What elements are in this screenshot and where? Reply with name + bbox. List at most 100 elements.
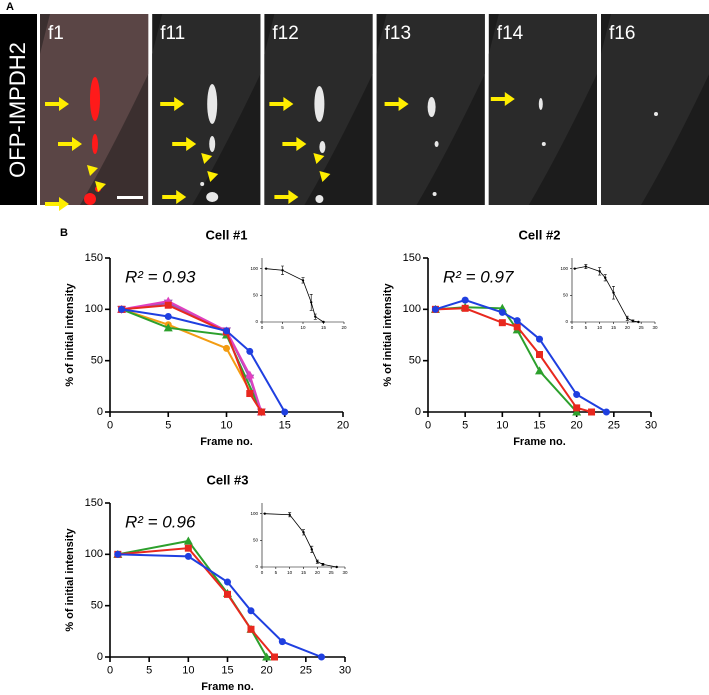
marker xyxy=(246,347,254,355)
y-tick-label: 100 xyxy=(250,511,258,516)
marker xyxy=(535,366,544,375)
frame-label: f11 xyxy=(160,23,185,44)
y-tick-label: 0 xyxy=(565,319,568,324)
inset-point xyxy=(335,565,338,569)
y-axis-label: % of initial intensity xyxy=(64,527,76,631)
signal xyxy=(200,182,205,186)
signal xyxy=(92,134,98,154)
inset-point xyxy=(573,267,576,270)
cell-outline xyxy=(601,14,709,205)
marker xyxy=(573,391,581,399)
frame-label: f12 xyxy=(272,23,298,44)
marker xyxy=(246,390,254,398)
chart-title: Cell #3 xyxy=(207,472,249,487)
marker xyxy=(318,653,325,661)
signal xyxy=(90,77,100,121)
arrowhead xyxy=(207,171,219,182)
marker xyxy=(262,652,272,661)
marker xyxy=(573,404,581,412)
x-tick-label: 20 xyxy=(341,325,347,330)
marker xyxy=(163,323,173,332)
y-tick-label: 100 xyxy=(85,548,103,560)
marker xyxy=(223,327,230,335)
arrow xyxy=(58,137,82,151)
x-tick-label: 5 xyxy=(275,570,278,575)
x-tick-label: 0 xyxy=(261,325,264,330)
series-line xyxy=(117,547,276,658)
x-tick-label: 10 xyxy=(287,570,293,575)
marker xyxy=(588,408,596,416)
x-tick-label: 20 xyxy=(337,420,349,432)
annotation: R² = 0.96 xyxy=(125,512,196,531)
x-tick-label: 15 xyxy=(279,420,291,432)
marker xyxy=(257,408,265,416)
y-tick-label: 100 xyxy=(85,303,103,315)
x-tick-label: 5 xyxy=(146,665,152,677)
y-tick-label: 100 xyxy=(560,266,568,271)
y-tick-label: 150 xyxy=(85,497,103,509)
x-tick-label: 25 xyxy=(300,665,312,677)
marker xyxy=(164,313,172,321)
marker xyxy=(224,578,231,586)
signal xyxy=(319,141,326,153)
chart-title: Cell #2 xyxy=(519,227,561,242)
arrow xyxy=(162,190,187,204)
arrowhead xyxy=(201,153,213,164)
x-tick-label: 30 xyxy=(645,420,657,432)
row-label-bar xyxy=(0,14,37,205)
x-tick-label: 5 xyxy=(165,420,171,432)
frame-label: f14 xyxy=(497,23,524,44)
inset-point xyxy=(310,301,313,304)
arrowhead xyxy=(319,171,331,182)
panel-label: B xyxy=(60,227,68,239)
y-tick-label: 0 xyxy=(97,406,103,418)
frame-label: f1 xyxy=(48,23,64,44)
x-tick-label: 5 xyxy=(585,325,588,330)
y-tick-label: 0 xyxy=(255,319,258,324)
signal xyxy=(84,193,96,205)
signal xyxy=(654,112,658,116)
marker xyxy=(602,408,610,416)
signal xyxy=(427,97,436,117)
y-tick-label: 150 xyxy=(403,252,421,264)
arrow xyxy=(269,97,294,111)
x-tick-label: 25 xyxy=(608,420,620,432)
series-line xyxy=(435,299,607,413)
inset-point xyxy=(263,512,266,515)
arrow xyxy=(490,92,515,106)
signal xyxy=(541,142,546,146)
marker xyxy=(513,323,521,331)
signal xyxy=(434,141,439,147)
signal xyxy=(207,84,218,124)
marker xyxy=(118,305,126,313)
y-tick-label: 0 xyxy=(415,406,421,418)
x-tick-label: 0 xyxy=(425,420,431,432)
annotation: R² = 0.97 xyxy=(443,267,514,286)
marker xyxy=(498,308,506,316)
x-tick-label: 10 xyxy=(220,420,232,432)
inset-point xyxy=(281,269,284,272)
signal xyxy=(538,98,543,110)
x-tick-label: 15 xyxy=(301,570,307,575)
inset-point xyxy=(314,315,317,318)
x-tick-label: 30 xyxy=(652,325,658,330)
x-tick-label: 25 xyxy=(639,325,645,330)
x-tick-label: 10 xyxy=(300,325,306,330)
x-tick-label: 20 xyxy=(625,325,631,330)
y-axis-label: % of initial intensity xyxy=(382,282,394,386)
x-tick-label: 0 xyxy=(571,325,574,330)
marker xyxy=(247,607,255,615)
y-tick-label: 50 xyxy=(409,355,421,367)
inset-point xyxy=(637,320,640,324)
x-tick-label: 20 xyxy=(315,570,321,575)
marker xyxy=(461,304,469,312)
arrowhead xyxy=(87,165,98,176)
x-tick-label: 15 xyxy=(533,420,545,432)
cell-outline xyxy=(152,14,261,205)
marker xyxy=(183,536,193,545)
fit-line xyxy=(574,266,639,323)
arrowhead xyxy=(313,153,325,164)
scale-bar xyxy=(117,196,143,199)
marker xyxy=(223,344,230,352)
